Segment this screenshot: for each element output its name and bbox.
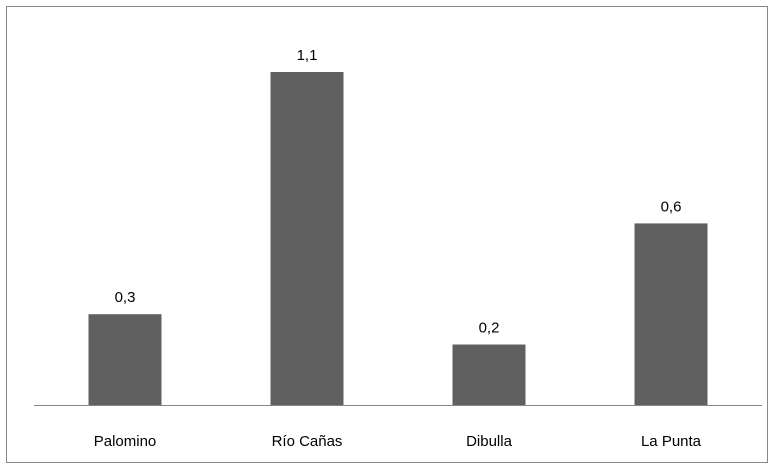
data-label-3: 0,6 [661, 198, 682, 215]
data-label-2: 0,2 [479, 320, 500, 337]
bar-1 [270, 72, 344, 405]
bars-group [88, 72, 708, 405]
x-tick-label-2: Dibulla [466, 433, 513, 450]
bar-2 [452, 344, 526, 405]
bar-0 [88, 314, 162, 405]
x-tick-label-0: Palomino [94, 433, 157, 450]
data-labels-group: 0,3 1,1 0,2 0,6 [115, 47, 682, 337]
data-label-1: 1,1 [297, 47, 318, 64]
data-label-0: 0,3 [115, 289, 136, 306]
x-tick-label-3: La Punta [641, 433, 702, 450]
bar-3 [634, 223, 708, 405]
x-tick-labels-group: Palomino Río Cañas Dibulla La Punta [94, 433, 702, 450]
x-tick-label-1: Río Cañas [272, 433, 343, 450]
